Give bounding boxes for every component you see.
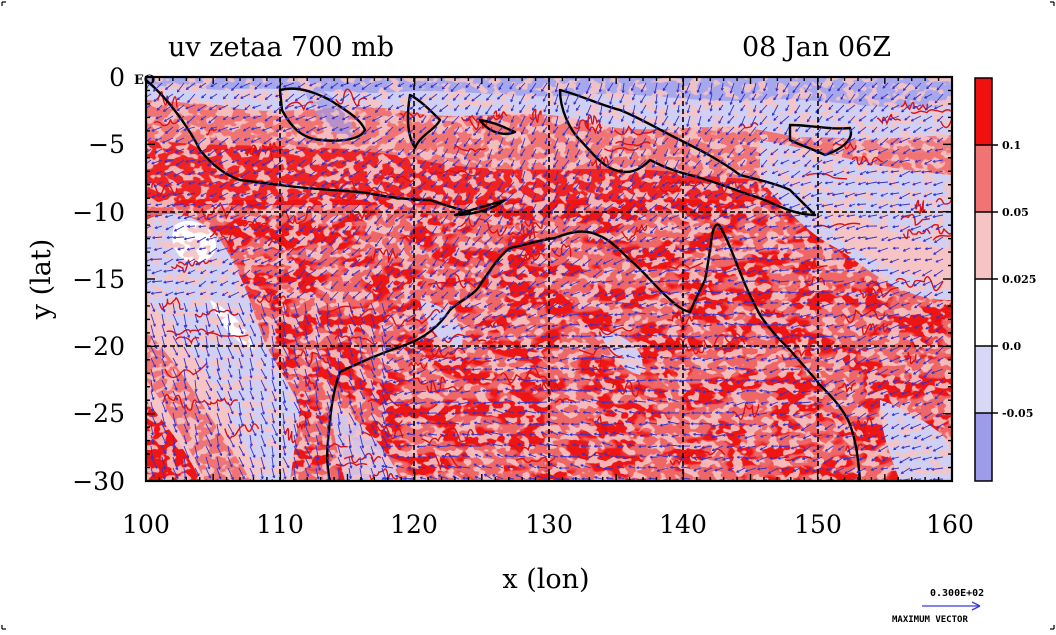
wind-vector-head (142, 109, 145, 111)
wind-vector-head (141, 132, 144, 134)
wind-vector-head (142, 165, 145, 167)
wind-vector-head (142, 269, 144, 271)
wind-vector-head (142, 97, 145, 99)
wind-vector-head (142, 228, 145, 230)
wind-vector-head (142, 284, 145, 286)
wind-vector-head (140, 185, 143, 187)
wind-vector-head (140, 247, 142, 249)
wind-vector-head (140, 119, 143, 121)
plot-datetime: 08 Jan 06Z (742, 32, 891, 63)
wind-vector-head (141, 216, 144, 218)
vorticity-field (140, 77, 988, 493)
wind-vector-head (141, 205, 144, 207)
plot-title: uv zetaa 700 mb (168, 32, 394, 63)
